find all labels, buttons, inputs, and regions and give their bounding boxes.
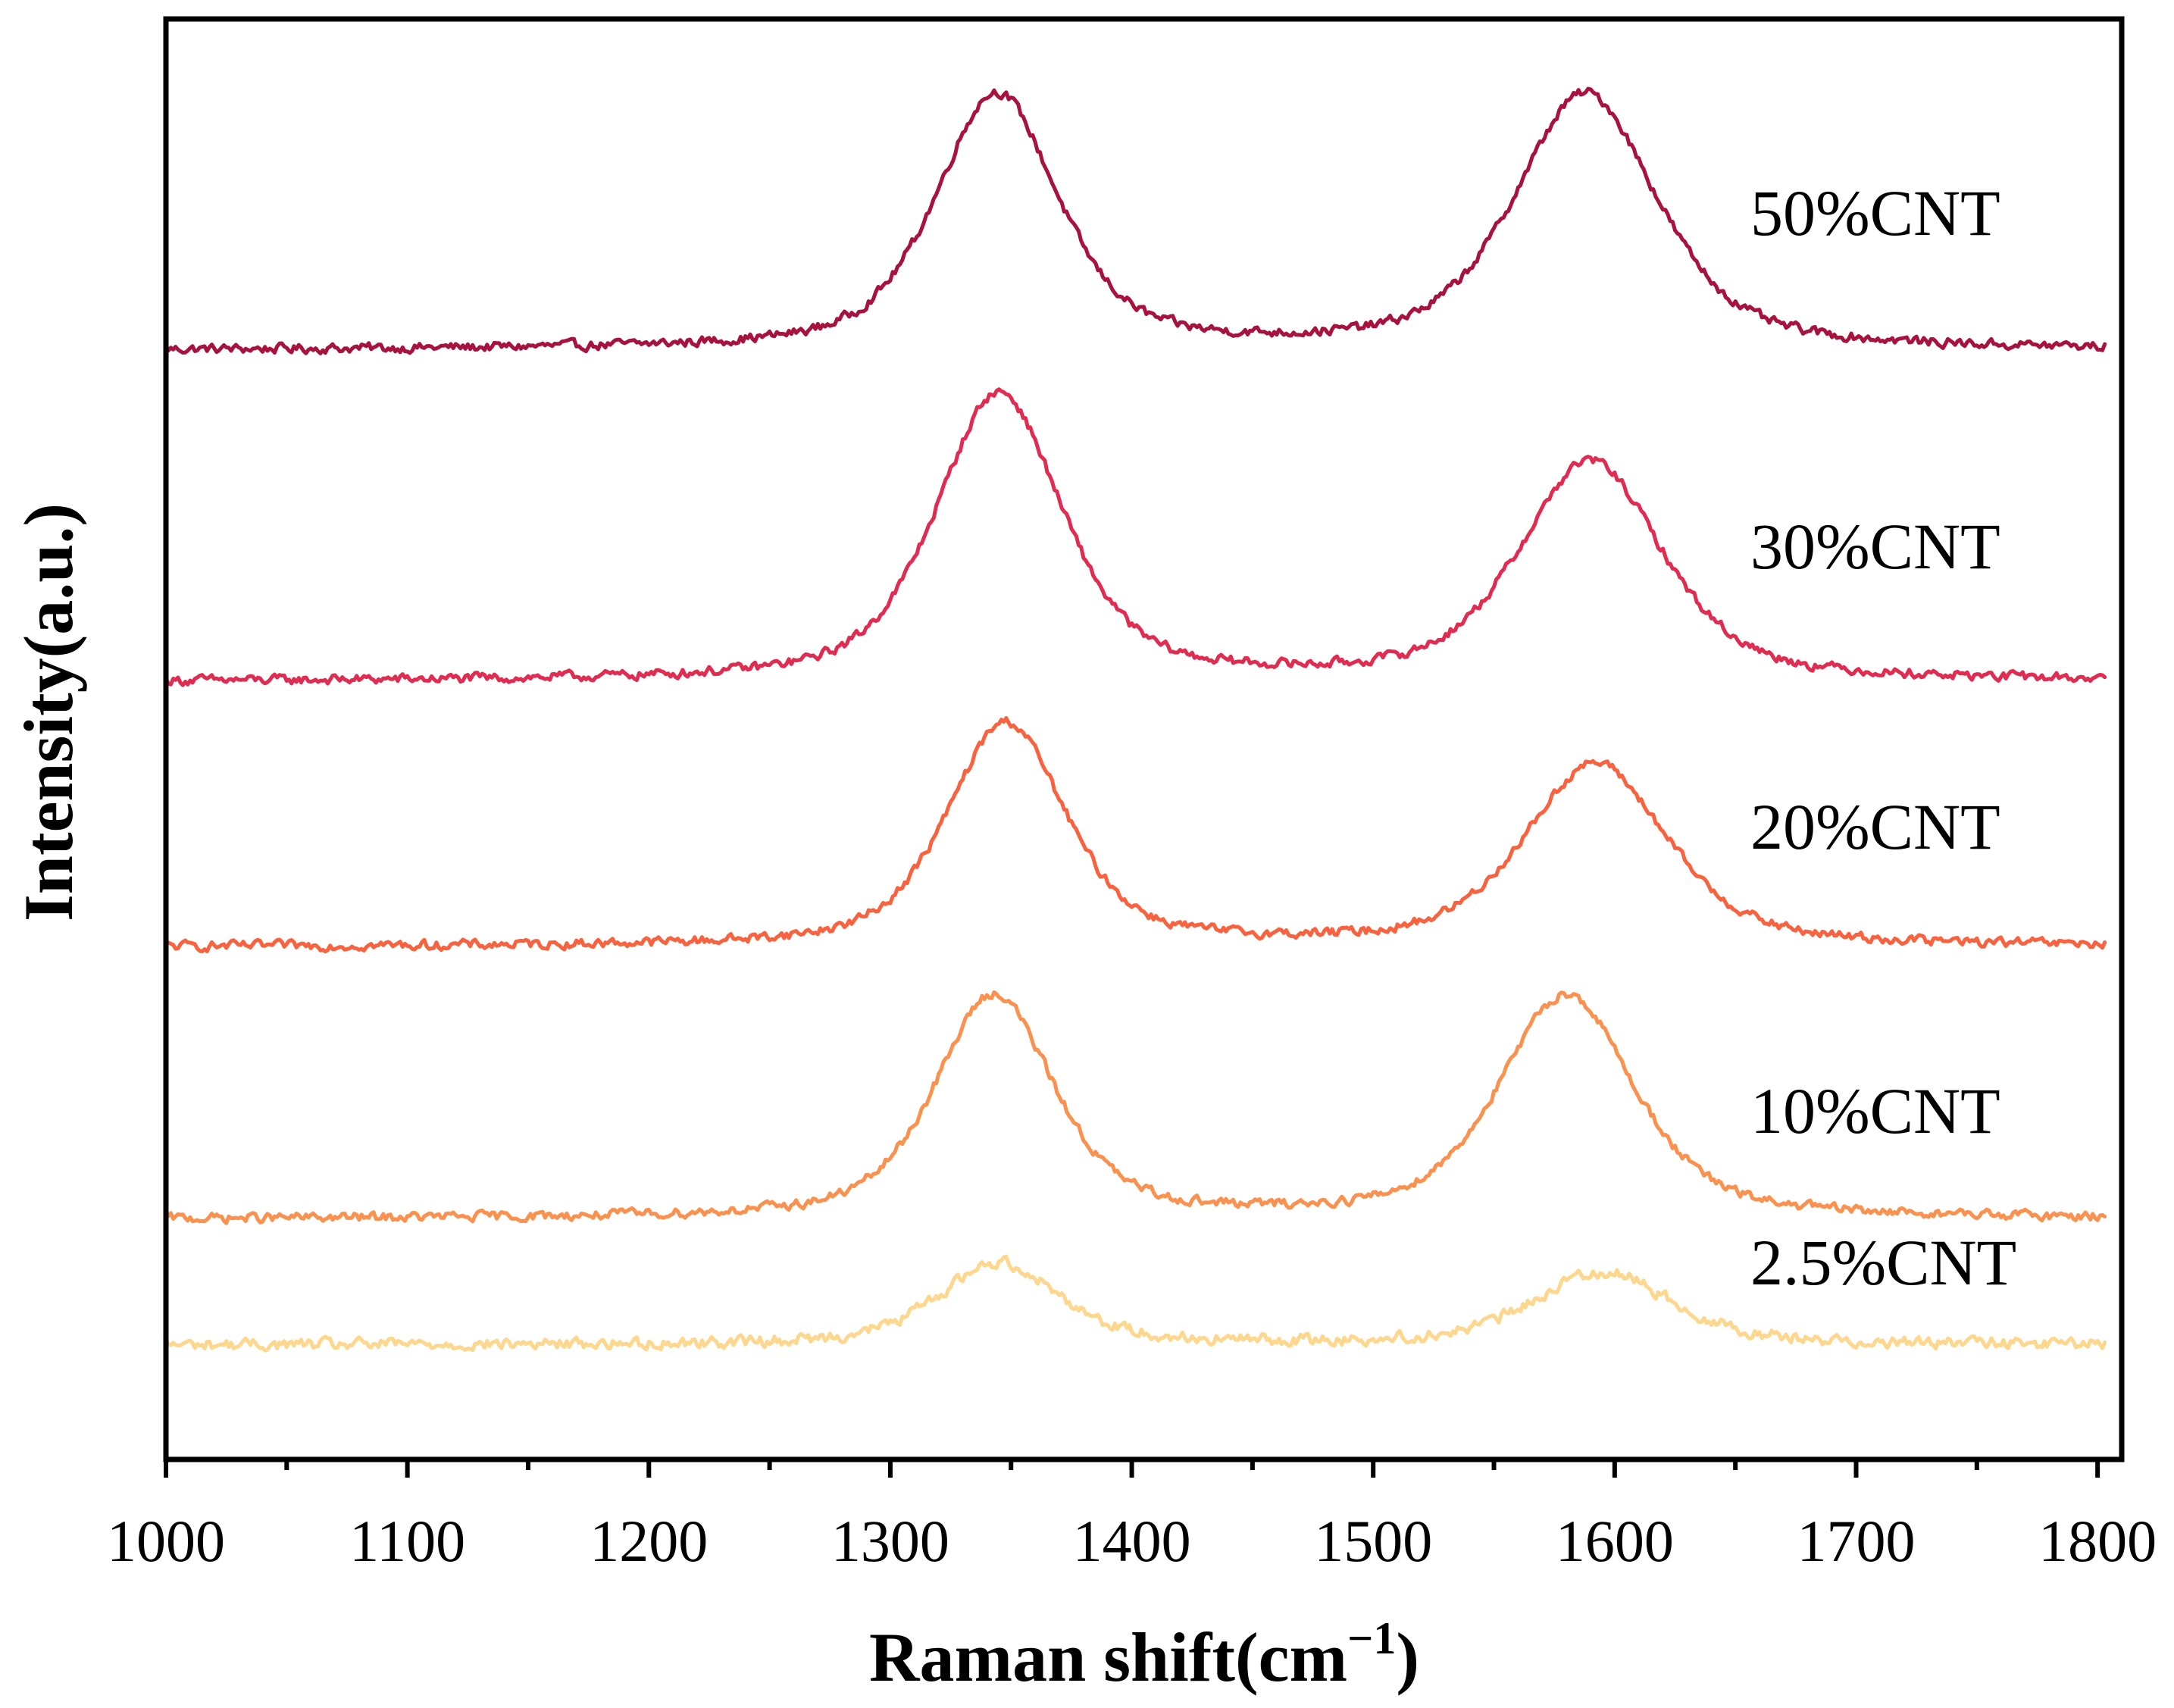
- series-line-10-cnt: [164, 990, 2107, 1225]
- x-tick-label: 1600: [1556, 1508, 1674, 1574]
- x-tick-label: 1000: [107, 1508, 225, 1574]
- x-tick-label: 1200: [590, 1508, 708, 1574]
- series-layer: [164, 86, 2107, 1353]
- x-axis-title: Raman shift(cm−1): [869, 1613, 1419, 1696]
- series-line-30-cnt: [164, 387, 2107, 687]
- series-label: 30%CNT: [1750, 510, 2000, 583]
- series-line-2-5-cnt: [164, 1254, 2107, 1353]
- plot-frame: [163, 16, 2125, 1462]
- x-axis-tick-labels: 1000 1100 1200 1300 1400 1500 1600 1700 1800: [107, 1508, 2157, 1574]
- x-tick-label: 1400: [1073, 1508, 1191, 1574]
- series-label: 20%CNT: [1750, 790, 2000, 863]
- series-label: 50%CNT: [1750, 177, 2000, 249]
- x-tick-label: 1100: [349, 1508, 465, 1574]
- x-tick-label: 1700: [1797, 1508, 1915, 1574]
- series-line-20-cnt: [164, 716, 2107, 954]
- series-label-layer: 50%CNT 30%CNT 20%CNT 10%CNT 2.5%CNT: [1750, 177, 2016, 1299]
- y-axis-title: Intensity(a.u.): [10, 503, 87, 921]
- x-tick-label: 1800: [2038, 1508, 2157, 1574]
- x-tick-label: 1300: [831, 1508, 949, 1574]
- series-label: 2.5%CNT: [1750, 1226, 2016, 1299]
- x-axis-ticks: [164, 1459, 2100, 1478]
- series-label: 10%CNT: [1750, 1075, 2000, 1147]
- series-line-50-cnt: [164, 86, 2107, 355]
- x-tick-label: 1500: [1314, 1508, 1432, 1574]
